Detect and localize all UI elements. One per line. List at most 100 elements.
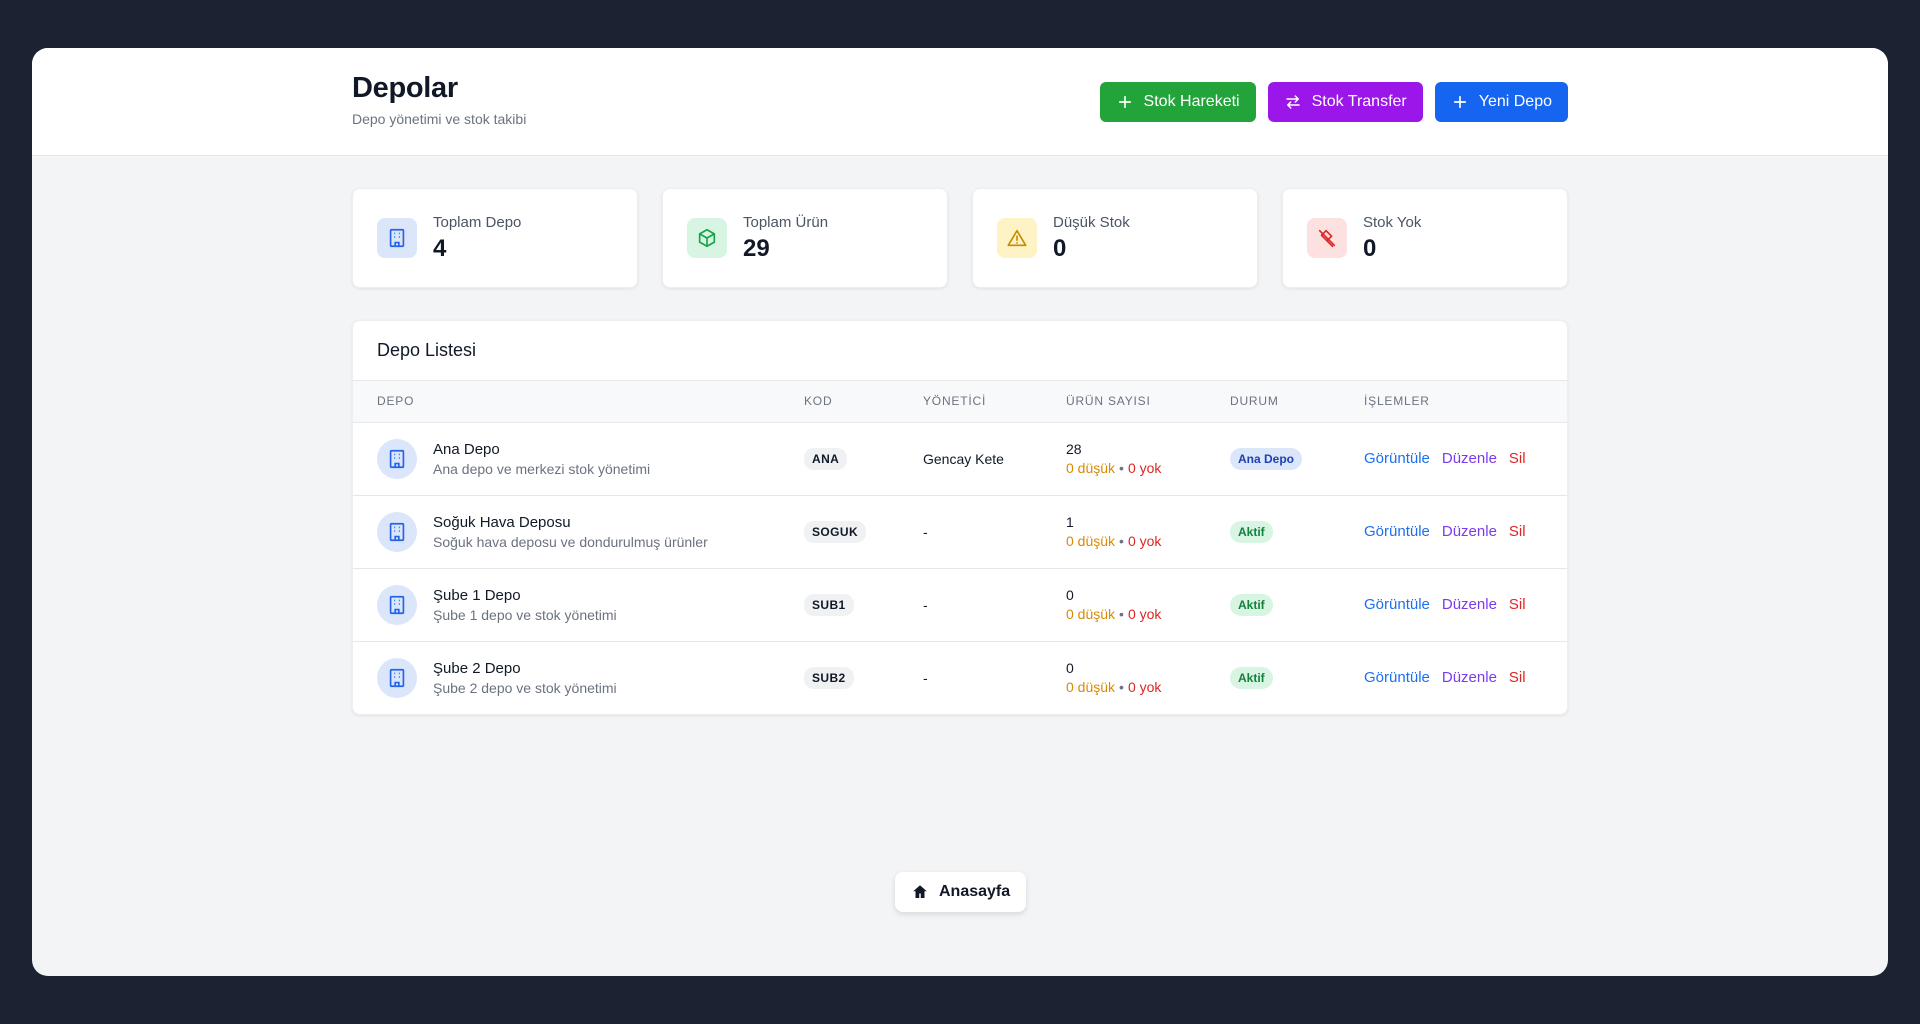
building-icon: [377, 657, 417, 698]
depot-description: Şube 2 depo ve stok yönetimi: [433, 679, 617, 696]
column-header-depot: DEPO: [353, 381, 804, 423]
manager-name: -: [923, 523, 928, 540]
header-actions: Stok Hareketi Stok Transfer Yeni Depo: [1099, 82, 1568, 122]
stock-transfer-label: Stok Transfer: [1311, 93, 1407, 110]
view-link[interactable]: Görüntüle: [1364, 523, 1430, 540]
plus-icon: [1453, 95, 1466, 109]
stats-row: Toplam Depo 4 Toplam Ürün 29 Düşük Sto: [352, 188, 1568, 288]
depot-description: Ana depo ve merkezi stok yönetimi: [433, 460, 651, 477]
new-depot-label: Yeni Depo: [1478, 93, 1552, 110]
depot-name: Şube 2 Depo: [433, 659, 521, 677]
column-header-product-count: ÜRÜN SAYISI: [1066, 381, 1230, 423]
plus-icon: [1118, 95, 1131, 109]
building-icon: [377, 218, 417, 258]
low-stock-count: 0 düşük: [1066, 460, 1116, 476]
delete-link[interactable]: Sil: [1508, 596, 1526, 613]
product-count: 0: [1066, 587, 1074, 603]
status-badge: Aktif: [1230, 666, 1273, 689]
low-stock-count: 0 düşük: [1066, 679, 1116, 696]
stat-card-low-stock: Düşük Stok 0: [972, 188, 1258, 288]
code-badge: SUB1: [804, 593, 854, 616]
stat-label: Düşük Stok: [1053, 213, 1130, 231]
delete-link[interactable]: Sil: [1508, 669, 1526, 687]
building-icon: [377, 511, 417, 552]
stat-value: 29: [743, 234, 770, 262]
depot-description: Soğuk hava deposu ve dondurulmuş ürünler: [433, 533, 708, 550]
status-badge: Aktif: [1230, 593, 1273, 616]
building-icon: [377, 438, 417, 479]
table-header-row: DEPO KOD YÖNETİCİ ÜRÜN SAYISI DURUM İŞLE…: [353, 381, 1567, 423]
delete-link[interactable]: Sil: [1508, 523, 1526, 540]
home-button[interactable]: Anasayfa: [895, 872, 1027, 912]
stock-movement-button[interactable]: Stok Hareketi: [1099, 82, 1256, 122]
page-header: Depolar Depo yönetimi ve stok takibi Sto…: [32, 48, 1888, 156]
transfer-arrows-icon: [1285, 95, 1300, 109]
out-of-stock-count: 0 yok: [1127, 606, 1162, 622]
no-stock-icon: [1307, 218, 1347, 258]
page-subtitle: Depo yönetimi ve stok takibi: [352, 111, 527, 127]
edit-link[interactable]: Düzenle: [1441, 596, 1497, 613]
status-badge: Ana Depo: [1230, 447, 1303, 470]
code-badge: SUB2: [804, 666, 854, 689]
stat-value: 0: [1053, 234, 1067, 262]
manager-name: -: [923, 669, 928, 686]
stock-movement-label: Stok Hareketi: [1143, 93, 1240, 110]
table-row: Ana Depo Ana depo ve merkezi stok yöneti…: [353, 422, 1567, 496]
edit-link[interactable]: Düzenle: [1441, 669, 1497, 687]
edit-link[interactable]: Düzenle: [1441, 450, 1497, 467]
manager-name: -: [923, 596, 928, 613]
status-badge: Aktif: [1230, 520, 1273, 543]
out-of-stock-count: 0 yok: [1127, 679, 1162, 696]
table-row: Soğuk Hava Deposu Soğuk hava deposu ve d…: [353, 495, 1567, 569]
delete-link[interactable]: Sil: [1508, 450, 1526, 467]
stat-card-out-of-stock: Stok Yok 0: [1282, 188, 1568, 288]
product-count: 28: [1066, 441, 1082, 457]
depot-description: Şube 1 depo ve stok yönetimi: [433, 606, 617, 623]
manager-name: Gencay Kete: [923, 450, 1004, 467]
stat-label: Toplam Ürün: [743, 213, 829, 231]
new-depot-button[interactable]: Yeni Depo: [1434, 82, 1568, 122]
stat-card-total-depots: Toplam Depo 4: [352, 188, 638, 288]
stat-value: 4: [433, 234, 447, 262]
depot-name: Ana Depo: [433, 440, 500, 458]
product-count: 0: [1066, 660, 1074, 677]
depot-list-title: Depo Listesi: [353, 321, 1567, 381]
page-title: Depolar: [352, 72, 458, 104]
separator-dot: •: [1119, 460, 1124, 476]
stat-value: 0: [1363, 234, 1377, 262]
table-row: Şube 1 Depo Şube 1 depo ve stok yönetimi…: [353, 568, 1567, 642]
code-badge: ANA: [804, 447, 848, 470]
separator-dot: •: [1119, 533, 1124, 549]
depot-name: Soğuk Hava Deposu: [433, 513, 571, 531]
home-icon: [913, 885, 927, 898]
column-header-status: DURUM: [1230, 381, 1364, 423]
out-of-stock-count: 0 yok: [1127, 533, 1162, 549]
stat-card-total-products: Toplam Ürün 29: [662, 188, 948, 288]
table-row: Şube 2 Depo Şube 2 depo ve stok yönetimi…: [353, 641, 1567, 714]
app-window: Depolar Depo yönetimi ve stok takibi Sto…: [32, 48, 1888, 976]
column-header-code: KOD: [804, 381, 923, 423]
home-label: Anasayfa: [939, 883, 1011, 900]
view-link[interactable]: Görüntüle: [1364, 596, 1430, 613]
view-link[interactable]: Görüntüle: [1364, 450, 1430, 467]
depot-name: Şube 1 Depo: [433, 586, 521, 604]
separator-dot: •: [1119, 679, 1124, 696]
low-stock-count: 0 düşük: [1066, 606, 1116, 622]
box-icon: [687, 218, 727, 258]
view-link[interactable]: Görüntüle: [1364, 669, 1430, 687]
out-of-stock-count: 0 yok: [1127, 460, 1162, 476]
code-badge: SOGUK: [804, 520, 867, 543]
main-content: Toplam Depo 4 Toplam Ürün 29 Düşük Sto: [352, 188, 1568, 715]
column-header-manager: YÖNETİCİ: [923, 381, 1066, 423]
low-stock-count: 0 düşük: [1066, 533, 1116, 549]
depot-table: DEPO KOD YÖNETİCİ ÜRÜN SAYISI DURUM İŞLE…: [353, 381, 1567, 714]
warning-icon: [997, 218, 1037, 258]
product-count: 1: [1066, 514, 1074, 530]
depot-list-card: Depo Listesi DEPO KOD YÖNETİCİ ÜRÜN SAYI…: [352, 320, 1568, 715]
stock-transfer-button[interactable]: Stok Transfer: [1267, 82, 1423, 122]
separator-dot: •: [1119, 606, 1124, 622]
building-icon: [377, 584, 417, 625]
stat-label: Stok Yok: [1363, 213, 1422, 231]
title-block: Depolar Depo yönetimi ve stok takibi: [352, 72, 526, 127]
edit-link[interactable]: Düzenle: [1441, 523, 1497, 540]
